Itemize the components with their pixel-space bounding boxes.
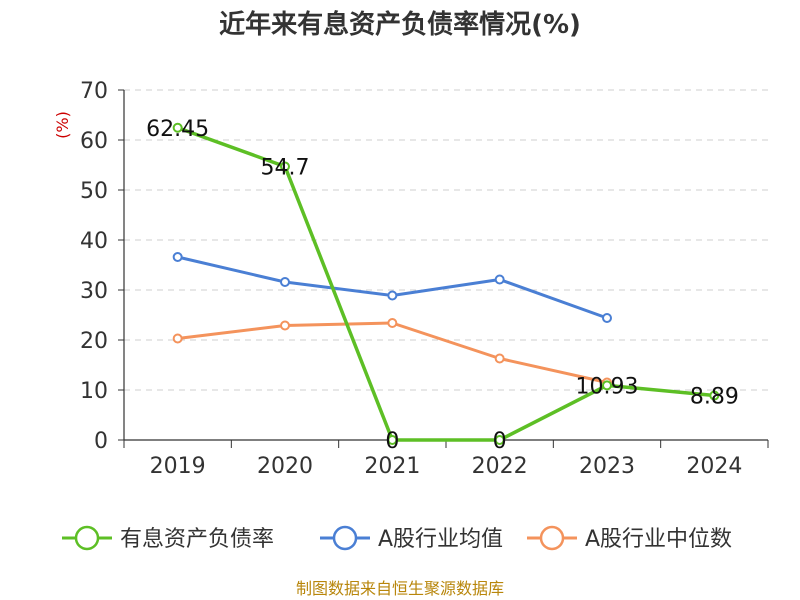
series-line: [175, 126, 717, 442]
chart-title: 近年来有息资产负债率情况(%): [219, 9, 581, 40]
y-tick-label: 50: [80, 179, 108, 204]
series-1: [172, 252, 612, 323]
source-note: 制图数据来自恒生聚源数据库: [296, 579, 504, 598]
y-tick-label: 0: [94, 429, 108, 454]
x-tick-label: 2021: [364, 454, 420, 479]
data-point: [602, 313, 612, 323]
legend-item-1: A股行业均值: [320, 525, 503, 552]
data-point: [280, 320, 290, 331]
data-point: [387, 318, 398, 328]
data-label: 54.7: [261, 156, 310, 181]
series-line: [176, 321, 609, 384]
data-labels: 62.45 54.7 0 0 10.93 8.89: [146, 117, 739, 454]
y-tick-label: 40: [80, 229, 108, 254]
x-tick-label: 2019: [150, 454, 206, 479]
legend-label: A股行业均值: [378, 527, 503, 552]
legend-marker: [332, 525, 358, 551]
data-point: [387, 290, 398, 301]
y-tick-label: 70: [80, 79, 108, 104]
data-point: [387, 435, 398, 445]
x-tick-label: 2020: [257, 454, 313, 479]
legend: 有息资产负债率 A股行业均值 A股行业中位数: [62, 525, 732, 552]
series-group: [172, 122, 720, 445]
legend-marker: [539, 525, 565, 551]
axes: [118, 89, 769, 448]
data-point: [494, 353, 505, 364]
y-tick-label: 20: [80, 329, 108, 354]
series-2: [172, 318, 612, 388]
grid-lines: [124, 89, 768, 391]
legend-label: A股行业中位数: [585, 527, 732, 552]
data-label: 10.93: [576, 374, 639, 399]
data-point: [494, 274, 505, 285]
data-point: [280, 161, 290, 172]
data-point: [172, 252, 183, 262]
data-point: [494, 435, 505, 445]
data-point: [172, 122, 183, 133]
x-tick-label: 2024: [686, 454, 742, 479]
x-tick-label: 2023: [579, 454, 635, 479]
y-tick-labels: 0 10 20 30 40 50 60 70: [80, 79, 108, 454]
y-tick-label: 10: [80, 379, 108, 404]
legend-item-0: 有息资产负债率: [62, 525, 274, 552]
data-point: [709, 390, 720, 401]
series-line: [176, 255, 609, 320]
x-tick-labels: 2019 2020 2021 2022 2023 2024: [150, 454, 743, 479]
data-label: 62.45: [146, 117, 209, 142]
legend-label: 有息资产负债率: [120, 527, 274, 552]
data-point: [172, 333, 183, 344]
legend-item-2: A股行业中位数: [527, 525, 732, 552]
series-0: [172, 122, 720, 445]
data-label: 8.89: [690, 385, 739, 410]
y-tick-label: 60: [80, 129, 108, 154]
data-label: 0: [493, 429, 507, 454]
data-label: 0: [385, 429, 399, 454]
data-point: [602, 380, 612, 391]
data-point: [280, 277, 290, 287]
x-tick-label: 2022: [472, 454, 528, 479]
legend-marker: [74, 525, 100, 551]
y-tick-label: 30: [80, 279, 108, 304]
y-axis-label: (%): [53, 111, 72, 139]
